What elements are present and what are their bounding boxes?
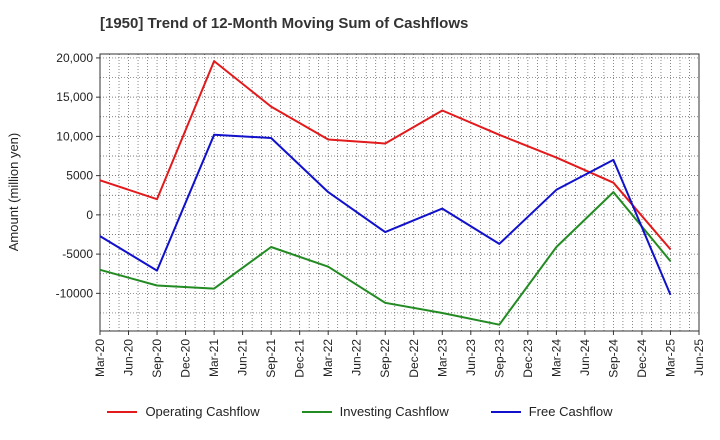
plot-frame: [99, 53, 700, 332]
chart-title: [1950] Trend of 12-Month Moving Sum of C…: [100, 15, 469, 32]
legend-item-free-cashflow: Free Cashflow: [490, 404, 613, 419]
x-tick-label: Sep-22: [378, 339, 392, 378]
legend-swatch: [490, 410, 521, 413]
x-tick-label: Sep-23: [492, 339, 506, 378]
series-line-investing-cashflow: [99, 191, 672, 326]
x-tick-label: Sep-24: [606, 339, 620, 378]
x-tick-label: Jun-25: [692, 339, 706, 376]
series-lines: [99, 60, 672, 326]
legend-item-operating-cashflow: Operating Cashflow: [107, 404, 260, 419]
x-tick-label: Dec-22: [407, 339, 421, 378]
y-tick-label: -10000: [56, 286, 94, 300]
legend-label: Free Cashflow: [528, 404, 613, 419]
x-tick-label: Jun-22: [350, 339, 364, 376]
legend-label: Operating Cashflow: [145, 404, 260, 419]
x-tick-label: Mar-21: [207, 339, 221, 377]
x-tick-label: Jun-24: [578, 339, 592, 376]
x-axis-ticks: Mar-20 Jun-20 Sep-20 Dec-20 Mar-21 Jun-21 Sep-…: [93, 331, 706, 378]
x-tick-label: Jun-23: [464, 339, 478, 376]
grid: [99, 54, 699, 331]
series-line-operating-cashflow: [99, 60, 672, 251]
legend-swatch: [301, 410, 332, 413]
x-tick-label: Dec-23: [521, 339, 535, 378]
legend-item-investing-cashflow: Investing Cashflow: [301, 404, 449, 419]
legend-swatch: [107, 410, 138, 413]
y-tick-label: 10,000: [56, 129, 93, 143]
x-tick-label: Mar-23: [435, 339, 449, 377]
series-line-free-cashflow: [99, 133, 672, 296]
x-tick-label: Mar-20: [93, 339, 107, 377]
y-axis-label: Amount (million yen): [6, 133, 21, 252]
y-tick-label: 5000: [66, 169, 93, 183]
x-tick-label: Sep-20: [150, 339, 164, 378]
y-tick-label: -5000: [62, 247, 93, 261]
y-axis-ticks: 20,000 15,000 10,000 5000 0 -5000 -10000: [56, 51, 100, 300]
x-tick-label: Mar-22: [321, 339, 335, 377]
legend: Operating Cashflow Investing Cashflow Free…: [0, 404, 720, 419]
legend-label: Investing Cashflow: [339, 404, 449, 419]
x-tick-label: Sep-21: [264, 339, 278, 378]
y-tick-label: 15,000: [56, 90, 93, 104]
y-tick-label: 0: [86, 208, 93, 222]
x-tick-label: Mar-24: [549, 339, 563, 377]
x-tick-label: Dec-20: [179, 339, 193, 378]
x-tick-label: Dec-21: [293, 339, 307, 378]
x-tick-label: Jun-20: [122, 339, 136, 376]
x-tick-label: Jun-21: [236, 339, 250, 376]
x-tick-label: Mar-25: [663, 339, 677, 377]
x-tick-label: Dec-24: [635, 339, 649, 378]
y-tick-label: 20,000: [56, 51, 93, 65]
